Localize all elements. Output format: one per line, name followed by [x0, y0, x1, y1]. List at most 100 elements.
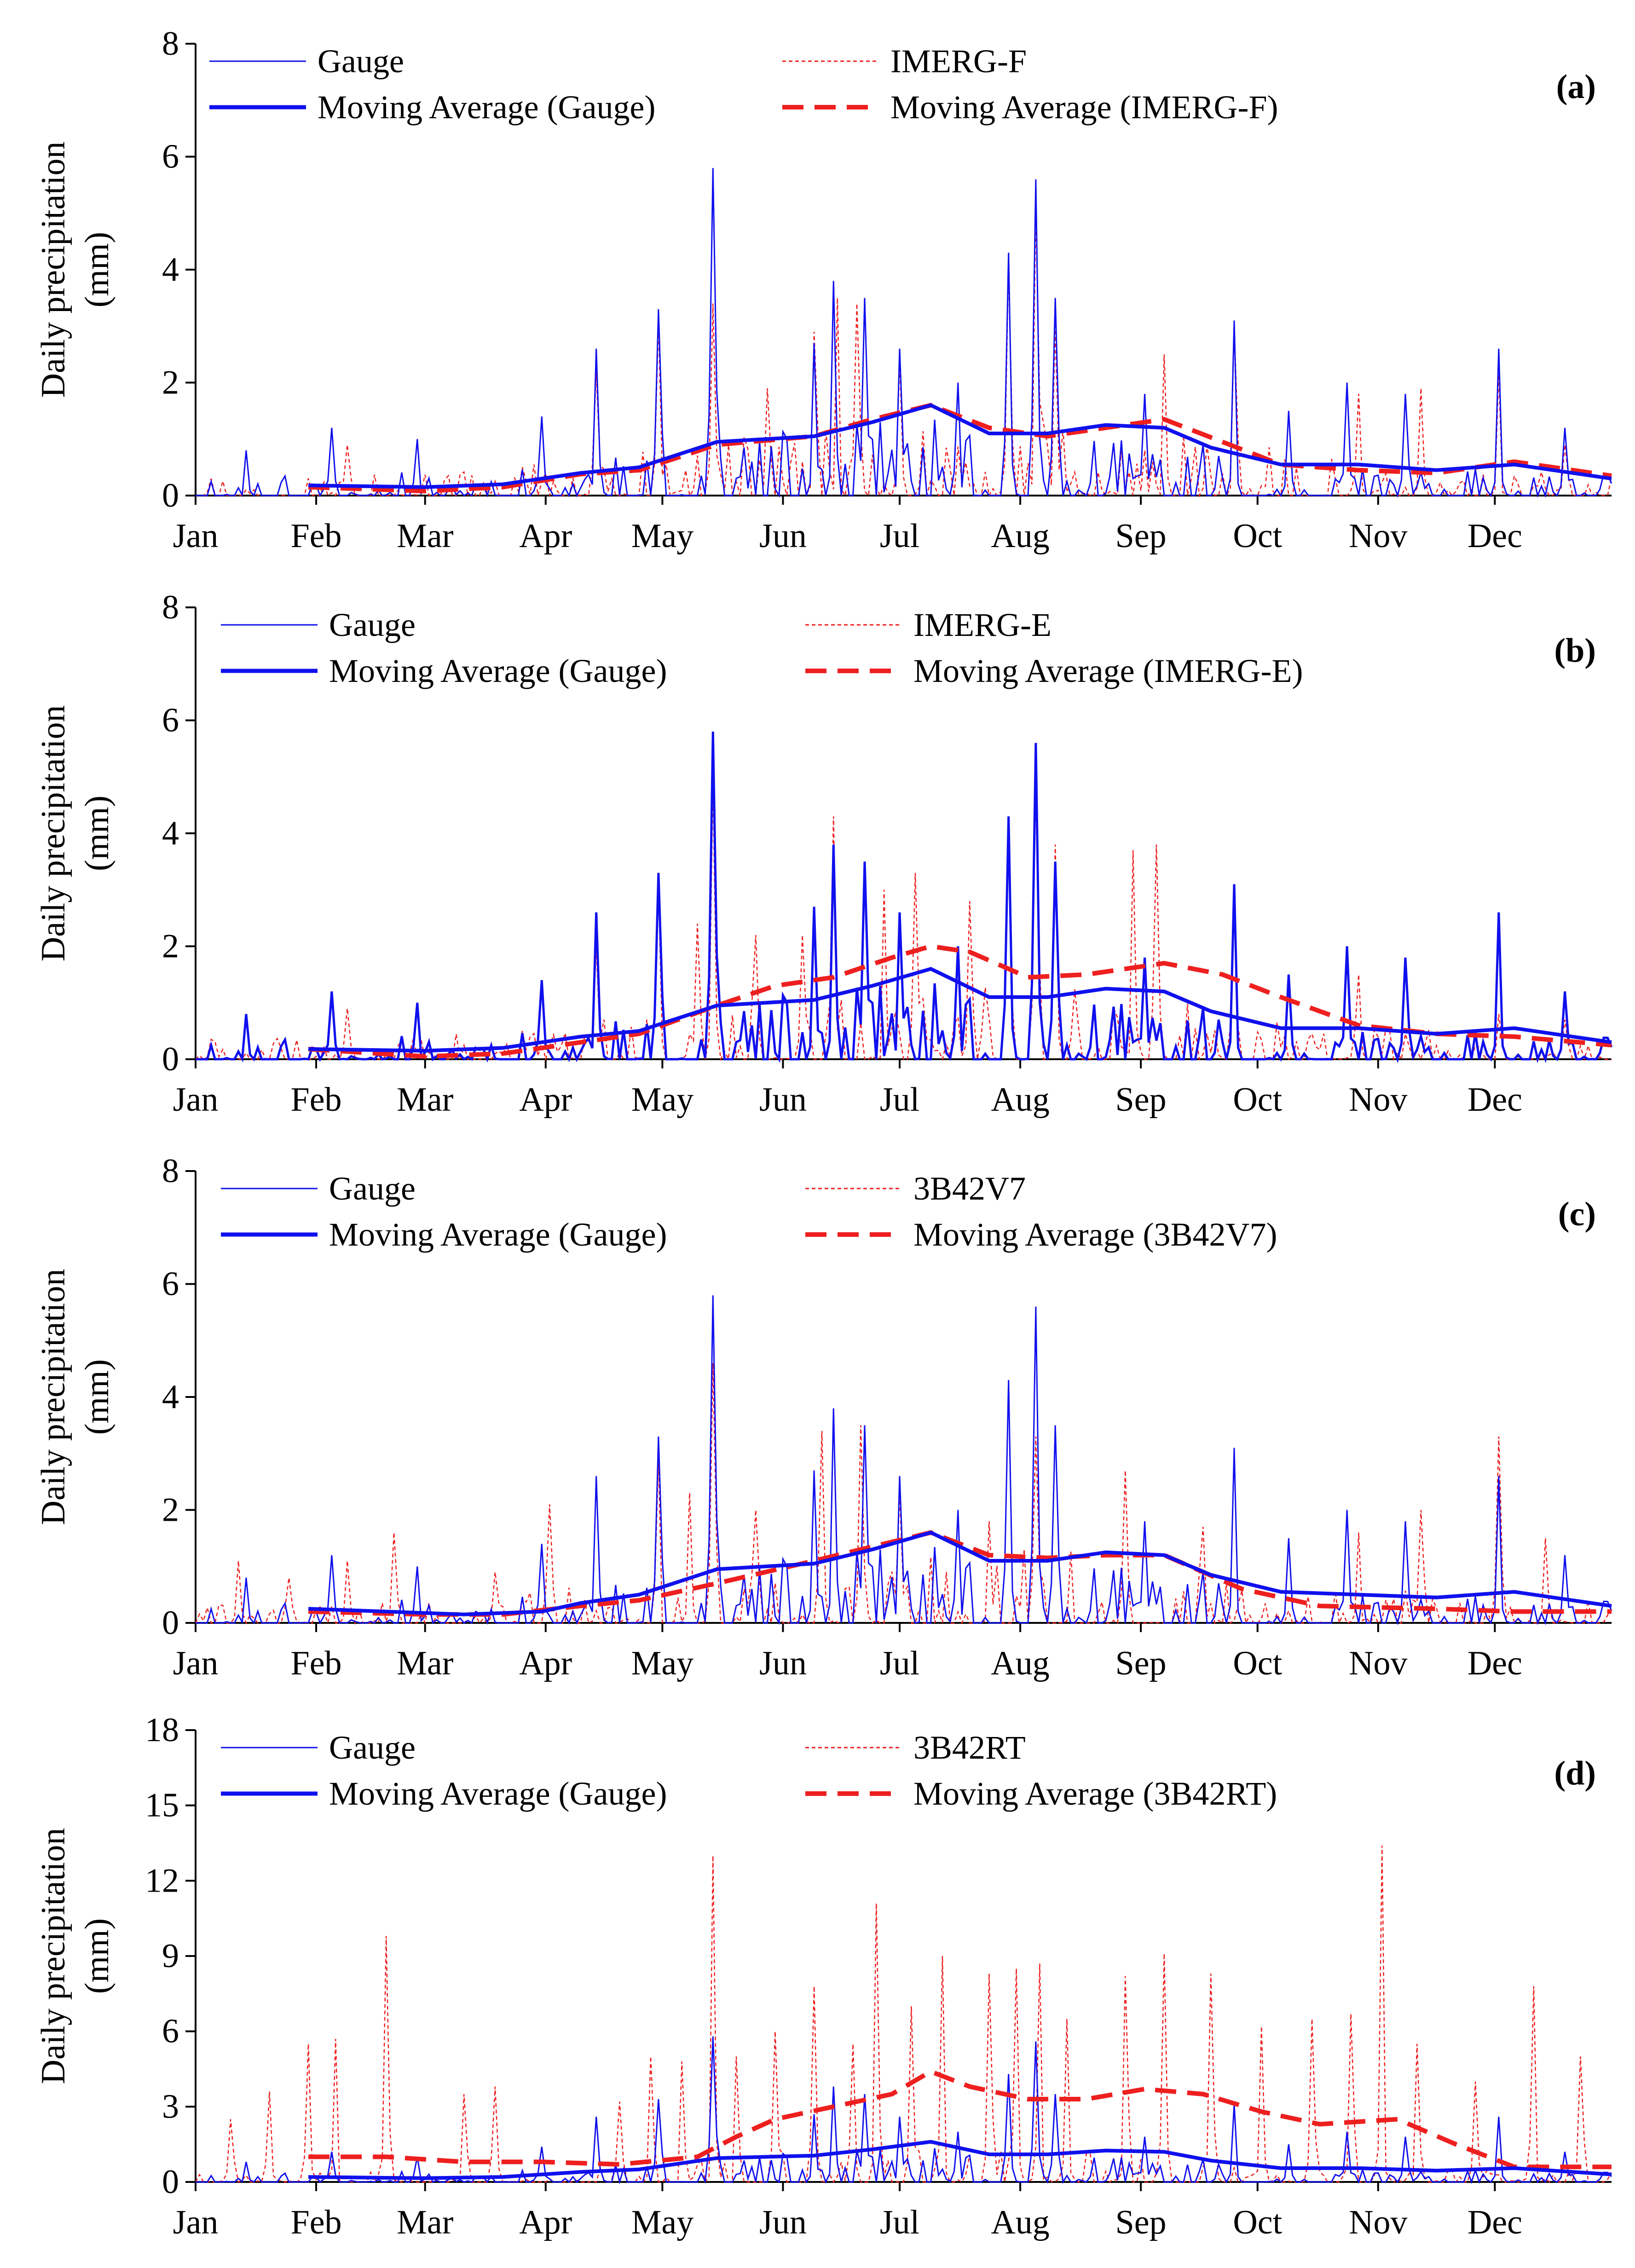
y-tick-label: 18	[145, 1711, 179, 1749]
x-tick-label: Sep	[1115, 517, 1167, 555]
x-tick-label: Apr	[519, 2204, 572, 2241]
y-tick-label: 3	[162, 2088, 179, 2125]
x-tick-label: Mar	[397, 1645, 453, 1682]
x-tick-label: Jun	[759, 1645, 807, 1682]
y-tick-label: 0	[162, 1604, 179, 1642]
legend-product-label: 3B42RT	[913, 1729, 1026, 1766]
y-tick-label: 4	[162, 1378, 179, 1416]
legend-product-label: IMERG-F	[890, 43, 1027, 80]
x-tick-label: Jul	[880, 517, 919, 555]
legend-product-ma-label: Moving Average (3B42V7)	[913, 1216, 1277, 1253]
y-axis-title-line2: (mm)	[78, 1918, 116, 1994]
x-tick-label: Feb	[291, 517, 342, 555]
x-tick-label: Nov	[1349, 2204, 1407, 2241]
y-tick-label: 4	[162, 814, 179, 852]
x-tick-label: Jun	[759, 2204, 807, 2241]
x-tick-label: Jan	[173, 517, 219, 555]
legend-gauge-ma-label: Moving Average (Gauge)	[329, 1775, 667, 1812]
legend-gauge-ma-label: Moving Average (Gauge)	[329, 652, 667, 689]
panel-b: 0 2 4 6 8 Jan Feb Mar Apr May Jun Jul Aug Sep Oct Nov De…	[35, 589, 1613, 1119]
legend-product-ma-label: Moving Average (IMERG-F)	[890, 89, 1278, 126]
x-tick-label: Aug	[991, 1081, 1049, 1119]
series-product-daily	[195, 1845, 1612, 2183]
x-tick-label: Dec	[1467, 1081, 1522, 1119]
series-gauge-daily	[196, 1295, 1612, 1626]
x-tick-label: Oct	[1233, 1081, 1282, 1119]
panel-a: 0 2 4 6 8 Jan Feb Mar Apr May Jun Jul Aug Sep Oct Nov De…	[35, 25, 1612, 555]
panel-c: 0 2 4 6 8 Jan Feb Mar Apr May Jun Jul Aug Sep Oct Nov De…	[35, 1152, 1612, 1682]
x-tick-label: Mar	[397, 517, 453, 555]
y-axis-title-line2: (mm)	[78, 1359, 116, 1435]
x-tick-label: May	[631, 2204, 694, 2241]
x-tick-label: Oct	[1233, 2204, 1282, 2241]
x-tick-label: Dec	[1467, 2204, 1522, 2241]
y-tick-label: 8	[162, 1152, 179, 1190]
x-tick-label: Sep	[1115, 1081, 1167, 1119]
panel-tag: (c)	[1558, 1195, 1596, 1233]
legend-product-ma-label: Moving Average (3B42RT)	[913, 1775, 1277, 1812]
x-tick-label: May	[631, 1645, 694, 1682]
series-gauge-daily	[196, 168, 1612, 498]
panel-tag: (d)	[1554, 1754, 1596, 1792]
y-tick-label: 6	[162, 702, 179, 739]
y-tick-label: 2	[162, 928, 179, 965]
y-tick-label: 2	[162, 1491, 179, 1529]
y-tick-label: 12	[145, 1862, 179, 1899]
panel-tag: (b)	[1554, 632, 1596, 669]
x-tick-label: Apr	[519, 1081, 572, 1119]
x-tick-label: Sep	[1115, 2204, 1167, 2241]
y-axis-title-line2: (mm)	[78, 796, 116, 871]
x-tick-label: Nov	[1349, 1645, 1407, 1682]
y-tick-label: 6	[162, 138, 179, 176]
x-tick-label: Jan	[173, 1081, 219, 1119]
x-tick-label: Jan	[173, 1645, 219, 1682]
series-gauge-moving-average	[308, 2140, 1612, 2180]
y-tick-label: 15	[145, 1787, 179, 1824]
y-axis-title-line1: Daily precipitation	[35, 1828, 72, 2084]
legend-gauge-label: Gauge	[329, 1170, 416, 1207]
x-tick-label: Apr	[519, 517, 572, 555]
legend-gauge-ma-label: Moving Average (Gauge)	[329, 1216, 667, 1253]
series-gauge-daily	[196, 732, 1613, 1063]
x-tick-label: Mar	[397, 2204, 453, 2241]
x-tick-label: Oct	[1233, 1645, 1282, 1682]
x-tick-label: Mar	[397, 1081, 453, 1119]
series-product-daily	[196, 207, 1612, 498]
series-gauge-moving-average	[308, 403, 1612, 489]
x-tick-label: Feb	[291, 2204, 342, 2241]
x-tick-label: Jul	[880, 1081, 919, 1119]
legend-product-label: 3B42V7	[913, 1170, 1026, 1207]
y-axis-title-line1: Daily precipitation	[35, 705, 72, 962]
y-tick-label: 4	[162, 251, 179, 289]
x-tick-label: Aug	[991, 517, 1049, 555]
y-tick-label: 0	[162, 2163, 179, 2201]
y-axis-title-line1: Daily precipitation	[35, 1269, 72, 1525]
legend-gauge-ma-label: Moving Average (Gauge)	[318, 89, 655, 126]
x-tick-label: Feb	[291, 1645, 342, 1682]
series-product-moving-average	[308, 944, 1612, 1059]
x-tick-label: Jul	[880, 1645, 919, 1682]
y-tick-label: 8	[162, 25, 179, 63]
y-tick-label: 9	[162, 1937, 179, 1975]
x-tick-label: Aug	[991, 2204, 1049, 2241]
x-tick-label: Nov	[1349, 517, 1407, 555]
series-product-daily	[195, 1363, 1612, 1625]
x-tick-label: Jan	[173, 2204, 219, 2241]
y-tick-label: 8	[162, 589, 179, 626]
y-axis-title-line1: Daily precipitation	[35, 142, 72, 398]
x-tick-label: May	[631, 517, 694, 555]
x-tick-label: Feb	[291, 1081, 342, 1119]
y-tick-label: 0	[162, 477, 179, 514]
legend-gauge-label: Gauge	[329, 1729, 416, 1766]
x-tick-label: Apr	[519, 1645, 572, 1682]
series-product-moving-average	[308, 2069, 1612, 2170]
y-tick-label: 6	[162, 1265, 179, 1303]
x-tick-label: May	[631, 1081, 694, 1119]
x-tick-label: Dec	[1467, 517, 1522, 555]
y-axis-title-line2: (mm)	[78, 232, 116, 307]
x-tick-label: Jul	[880, 2204, 919, 2241]
x-tick-label: Aug	[991, 1645, 1049, 1682]
panel-tag: (a)	[1556, 68, 1596, 106]
panel-d: 0 3 6 9 12 15 18 Jan Feb Mar Apr May Jun Jul Aug Sep Oct…	[35, 1711, 1612, 2241]
